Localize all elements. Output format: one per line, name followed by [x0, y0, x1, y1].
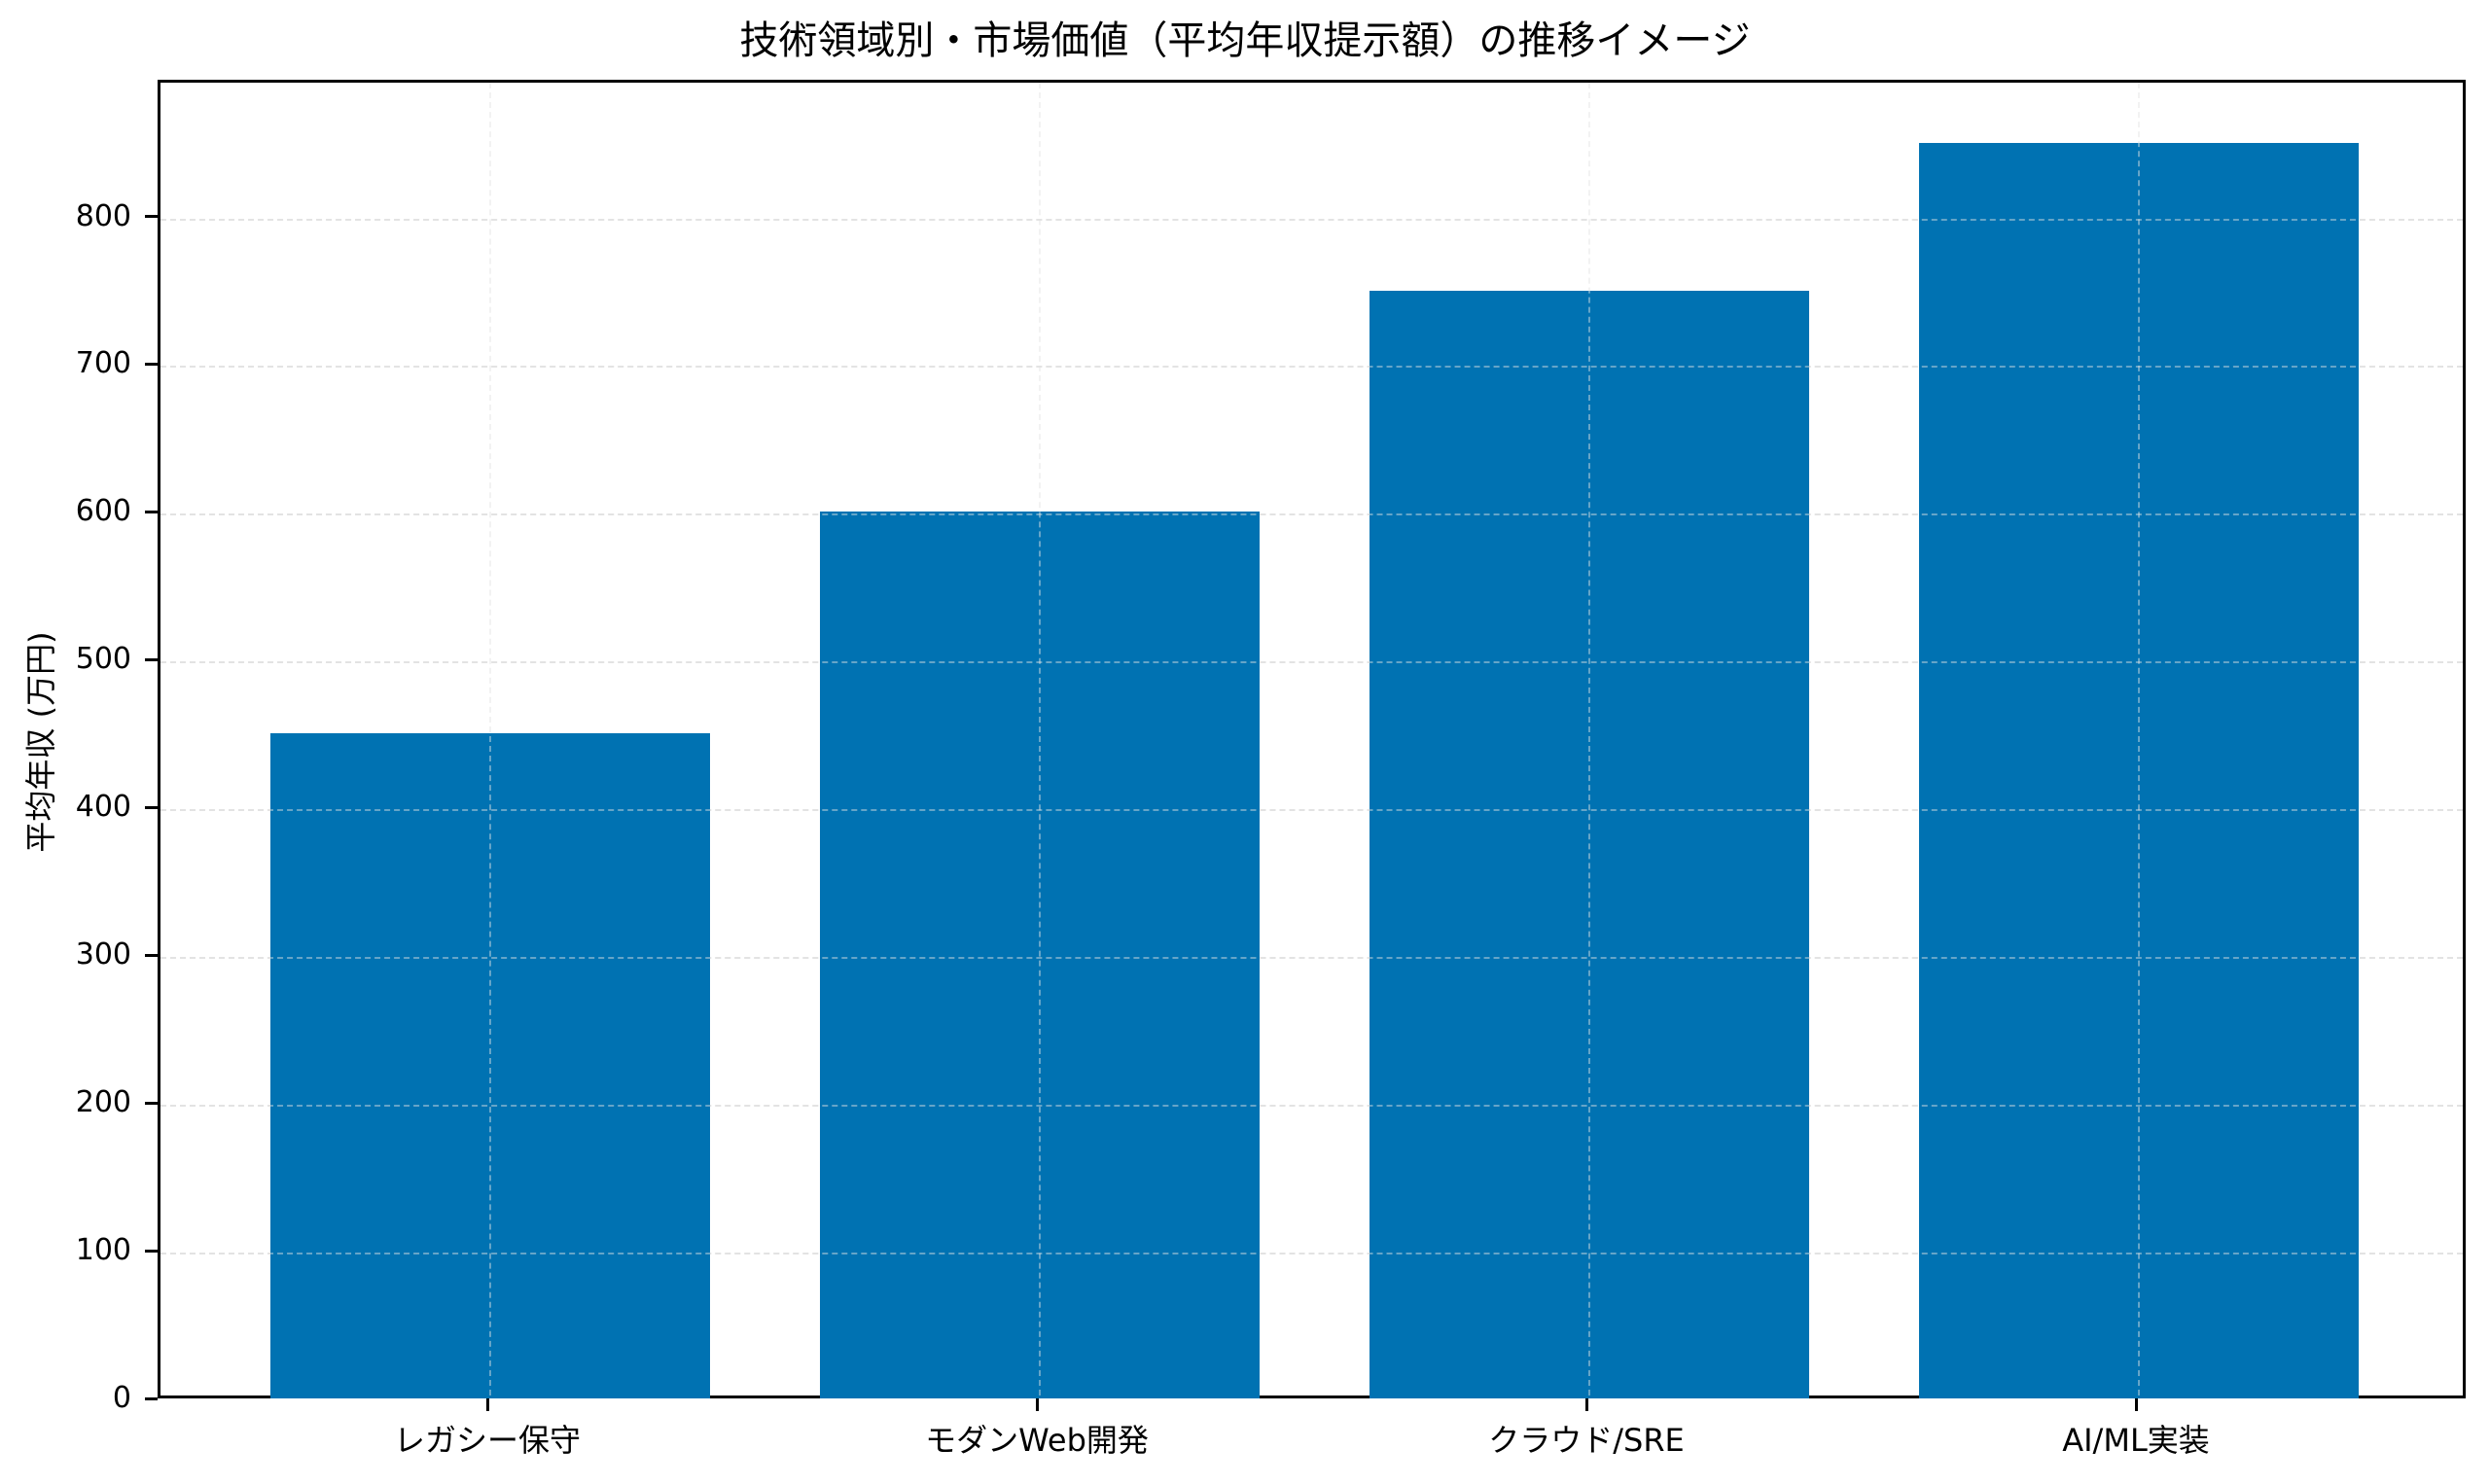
- horizontal-gridline: [160, 661, 2463, 664]
- x-tick-mark: [2134, 1398, 2138, 1411]
- y-tick-mark: [145, 1101, 158, 1105]
- y-tick-mark: [145, 215, 158, 219]
- vertical-gridline: [1039, 83, 1041, 1396]
- x-tick-label: クラウド/SRE: [1488, 1422, 1685, 1459]
- y-tick-mark: [145, 657, 158, 661]
- y-tick-label: 300: [75, 937, 131, 972]
- horizontal-gridline: [160, 513, 2463, 516]
- horizontal-gridline: [160, 366, 2463, 369]
- y-tick-mark: [145, 805, 158, 809]
- plot-area: [158, 80, 2466, 1398]
- y-tick-label: 500: [75, 642, 131, 677]
- y-tick-label: 600: [75, 494, 131, 529]
- bar: [1370, 290, 1809, 1398]
- horizontal-gridline: [160, 957, 2463, 960]
- horizontal-gridline: [160, 809, 2463, 812]
- y-tick-mark: [145, 362, 158, 366]
- x-tick-label: AI/ML実装: [2062, 1422, 2210, 1459]
- bar: [270, 733, 710, 1398]
- y-tick-label: 700: [75, 346, 131, 381]
- y-tick-label: 800: [75, 198, 131, 233]
- bar: [820, 512, 1260, 1398]
- y-tick-label: 400: [75, 790, 131, 825]
- x-tick-label: レガシー保守: [393, 1422, 582, 1459]
- horizontal-gridline: [160, 218, 2463, 221]
- y-tick-label: 0: [112, 1381, 131, 1415]
- x-tick-mark: [485, 1398, 489, 1411]
- y-tick-mark: [145, 1249, 158, 1253]
- y-axis-label: 平均年収 (万円): [22, 631, 59, 853]
- horizontal-gridline: [160, 1105, 2463, 1108]
- horizontal-gridline: [160, 1105, 2463, 1108]
- vertical-gridline: [1588, 83, 1590, 1396]
- y-tick-label: 200: [75, 1085, 131, 1120]
- horizontal-gridline: [160, 366, 2463, 369]
- bar: [1919, 142, 2359, 1398]
- y-tick-label: 100: [75, 1233, 131, 1268]
- chart-title: 技術領域別・市場価値（平均年収提示額）の推移イメージ: [739, 18, 1751, 63]
- vertical-gridline: [2138, 83, 2140, 1396]
- horizontal-gridline: [160, 1253, 2463, 1255]
- horizontal-gridline: [160, 661, 2463, 664]
- horizontal-gridline: [160, 1253, 2463, 1255]
- x-tick-mark: [1584, 1398, 1588, 1411]
- vertical-gridline: [489, 83, 491, 1396]
- x-tick-mark: [1035, 1398, 1039, 1411]
- y-tick-mark: [145, 510, 158, 513]
- y-tick-mark: [145, 953, 158, 957]
- horizontal-gridline: [160, 957, 2463, 960]
- x-tick-label: モダンWeb開発: [925, 1422, 1149, 1459]
- horizontal-gridline: [160, 513, 2463, 516]
- horizontal-gridline: [160, 809, 2463, 812]
- horizontal-gridline: [160, 218, 2463, 221]
- y-tick-mark: [145, 1396, 158, 1400]
